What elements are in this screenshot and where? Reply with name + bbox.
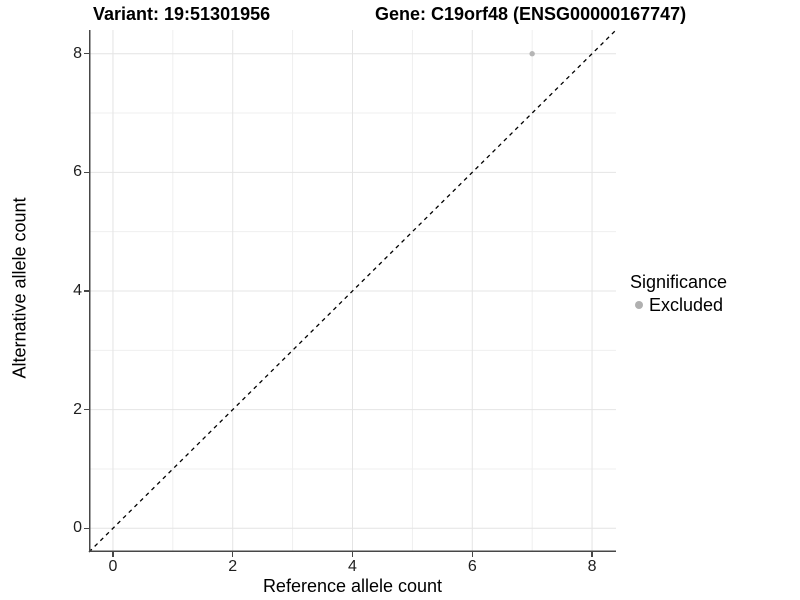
x-tick-label: 4 <box>348 558 357 575</box>
y-axis-title: Alternative allele count <box>9 197 30 379</box>
gene-title: Gene: C19orf48 (ENSG00000167747) <box>375 4 687 24</box>
legend-item-label: Excluded <box>649 295 724 315</box>
x-tick-label: 0 <box>108 558 118 575</box>
x-tick-label: 6 <box>467 558 477 575</box>
plot-panel <box>88 29 617 553</box>
y-tick-label: 8 <box>73 44 82 62</box>
y-tick-mark <box>84 290 89 292</box>
x-tick-mark <box>231 552 234 557</box>
x-tick-mark <box>591 552 593 557</box>
legend-point-icon <box>635 301 643 309</box>
x-tick-label: 8 <box>587 558 597 575</box>
y-tick-label: 6 <box>73 163 82 181</box>
data-point <box>529 51 535 57</box>
y-tick-label: 2 <box>73 400 82 418</box>
legend: Significance Excluded <box>630 271 727 316</box>
x-tick-label: 2 <box>228 558 238 575</box>
y-tick-label: 0 <box>73 519 82 537</box>
y-tick-mark <box>84 52 89 55</box>
legend-title: Significance <box>630 272 728 292</box>
y-tick-mark <box>84 171 89 174</box>
identity-reference-line <box>88 29 617 553</box>
x-tick-mark <box>112 552 114 557</box>
legend-item-excluded: Excluded <box>630 294 727 316</box>
x-tick-mark <box>351 552 354 557</box>
variant-title: Variant: 19:51301956 <box>93 4 271 24</box>
chart-canvas <box>88 29 617 553</box>
y-tick-mark <box>84 408 89 411</box>
y-tick-label: 4 <box>73 282 82 299</box>
x-tick-mark <box>471 552 474 557</box>
y-tick-mark <box>84 527 89 530</box>
x-axis-title: Reference allele count <box>262 576 443 596</box>
